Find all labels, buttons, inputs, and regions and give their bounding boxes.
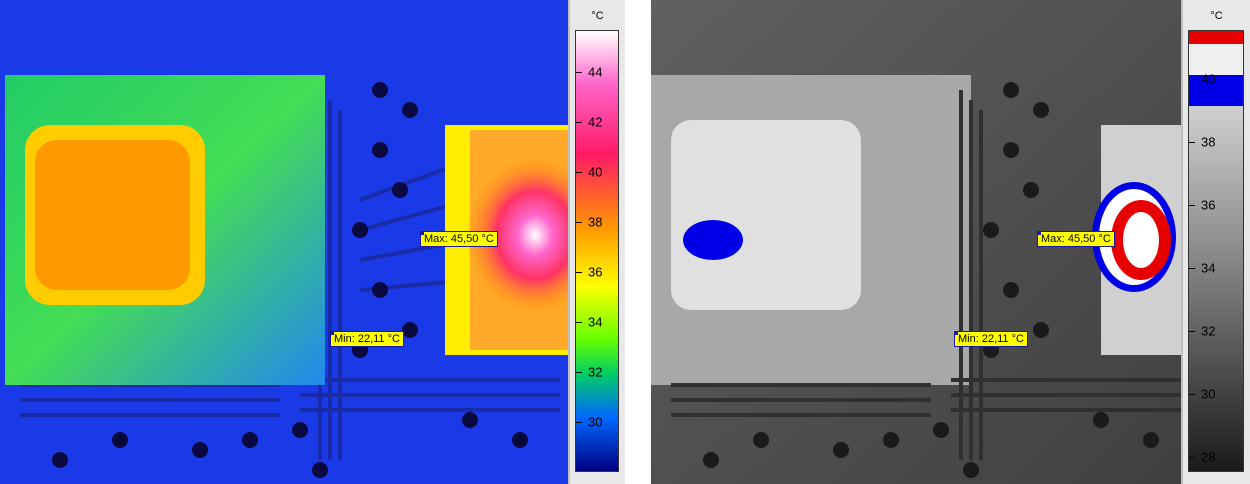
temperature-scale: °C 40 38 36 34 32 30 28 <box>1181 0 1250 484</box>
scale-tick <box>1189 331 1195 332</box>
scale-tick <box>1189 79 1195 80</box>
scale-unit: °C <box>591 10 604 22</box>
scale-tick <box>1189 457 1195 458</box>
scale-tick-label: 36 <box>588 264 603 280</box>
gray-scale-bar <box>1188 30 1244 472</box>
min-temp-marker: Min: 22,11 °C <box>330 331 404 347</box>
scale-tick <box>576 72 582 73</box>
scale-tick-label: 32 <box>588 364 603 380</box>
color-scale-bar <box>575 30 619 472</box>
scale-tick-label: 40 <box>588 164 603 180</box>
scale-tick <box>576 122 582 123</box>
max-temp-marker: Max: 45,50 °C <box>420 231 498 247</box>
thermal-image-color-panel: Max: 45,50 °C Min: 22,11 °C °C 44 42 40 38 3… <box>0 0 625 484</box>
scale-tick <box>1189 394 1195 395</box>
scale-tick <box>1189 142 1195 143</box>
scale-tick-label: 28 <box>1201 449 1216 465</box>
scale-tick-label: 34 <box>1201 260 1216 276</box>
scale-tick-label: 42 <box>588 114 603 130</box>
scale-tick-label: 30 <box>1201 386 1216 402</box>
scale-tick-label: 38 <box>1201 134 1216 150</box>
scale-tick-label: 44 <box>588 64 603 80</box>
scale-tick <box>1189 268 1195 269</box>
scale-tick <box>576 422 582 423</box>
scale-tick <box>576 322 582 323</box>
scale-tick-label: 34 <box>588 314 603 330</box>
scale-tick <box>576 372 582 373</box>
scale-tick <box>576 272 582 273</box>
scale-tick-label: 32 <box>1201 323 1216 339</box>
scale-tick-label: 40 <box>1201 71 1216 87</box>
min-temp-marker: Min: 22,11 °C <box>954 331 1028 347</box>
max-temp-marker: Max: 45,50 °C <box>1037 231 1115 247</box>
scale-tick-label: 30 <box>588 414 603 430</box>
scale-tick-label: 36 <box>1201 197 1216 213</box>
scale-tick <box>576 172 582 173</box>
scale-tick <box>576 222 582 223</box>
scale-unit: °C <box>1210 10 1223 22</box>
thermal-image-gray-panel: Max: 45,50 °C Min: 22,11 °C °C 40 38 36 34 3… <box>651 0 1250 484</box>
scale-tick-label: 38 <box>588 214 603 230</box>
scale-tick <box>1189 205 1195 206</box>
temperature-scale: °C 44 42 40 38 36 34 32 30 <box>568 0 625 484</box>
